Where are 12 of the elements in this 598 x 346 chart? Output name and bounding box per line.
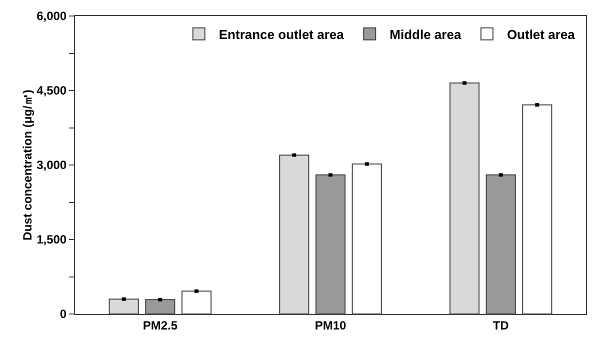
legend-label: Entrance outlet area (218, 27, 345, 42)
y-tick-label: 4,500 (36, 84, 67, 98)
y-axis-title: Dust concentration (μg/㎥) (20, 90, 35, 240)
legend-label: Middle area (390, 27, 462, 42)
y-tick-label: 1,500 (36, 232, 67, 247)
legend-label: Outlet area (506, 27, 576, 42)
x-tick-label: TD (492, 318, 510, 332)
x-tick-label: PM2.5 (142, 318, 178, 332)
y-tick-label: 3,000 (36, 158, 67, 172)
x-tick-label: PM10 (314, 318, 346, 332)
y-tick-label: 6,000 (36, 9, 67, 24)
y-tick-label: 0 (60, 307, 67, 322)
